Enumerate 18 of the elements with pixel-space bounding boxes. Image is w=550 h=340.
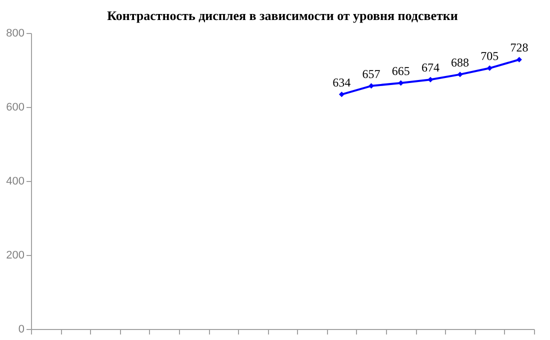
point xyxy=(516,56,522,62)
y-tick-label: 600 xyxy=(6,102,24,114)
point xyxy=(338,92,344,98)
point xyxy=(457,72,463,78)
y-tick-label: 0 xyxy=(18,324,24,336)
point xyxy=(428,76,434,82)
chart-title: Контрастность дисплея в зависимости от уровня подсветки xyxy=(107,8,458,23)
y-tick-label: 800 xyxy=(6,28,24,40)
data-label: 728 xyxy=(510,40,528,55)
data-label: 657 xyxy=(362,66,380,81)
data-label: 688 xyxy=(451,55,470,70)
data-label: 665 xyxy=(392,64,410,78)
point xyxy=(486,65,492,71)
data-label: 705 xyxy=(480,49,499,64)
y-tick-label: 200 xyxy=(6,250,24,262)
data-label: 634 xyxy=(332,75,351,90)
y-tick-label: 400 xyxy=(6,176,24,188)
data-label: 674 xyxy=(421,60,440,75)
